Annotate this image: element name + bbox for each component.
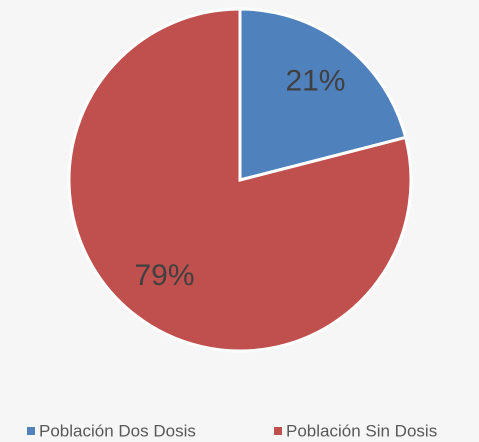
legend-label: Población Dos Dosis [39, 421, 196, 440]
data-label: 79% [135, 259, 195, 292]
pie-slice [238, 7, 408, 182]
legend-label: Población Sin Dosis [286, 421, 437, 440]
pie-slice [67, 7, 413, 353]
legend-marker [274, 427, 282, 435]
data-label: 21% [285, 65, 345, 98]
legend-marker [27, 427, 35, 435]
